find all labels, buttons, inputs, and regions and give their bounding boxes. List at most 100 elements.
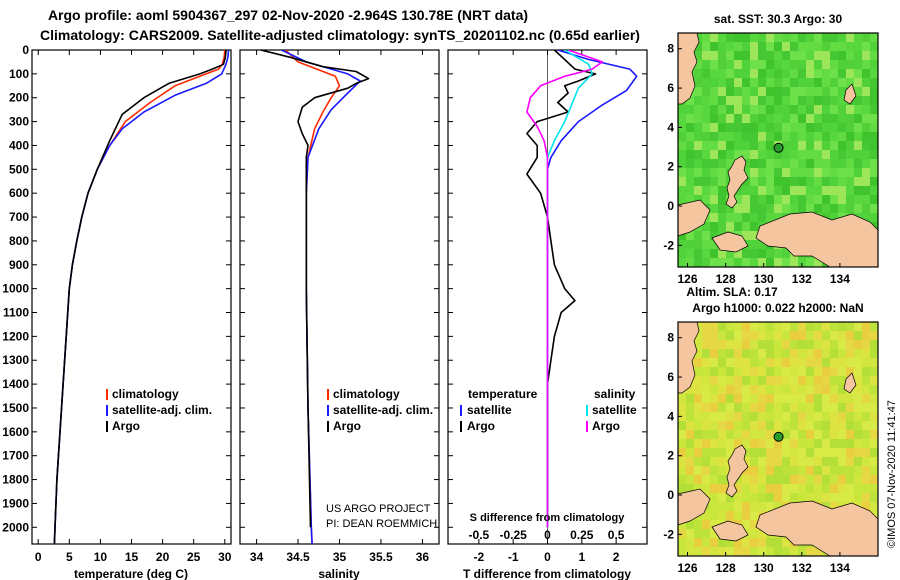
map-cell	[766, 421, 774, 430]
map-cell	[702, 222, 710, 231]
map-cell	[806, 385, 814, 394]
map-cell	[822, 340, 830, 349]
map-cell	[758, 123, 766, 132]
series-line-t-argo	[526, 50, 597, 528]
map-cell	[830, 132, 838, 141]
map-cell	[718, 421, 726, 430]
map-cell	[862, 42, 870, 51]
map-cell	[854, 331, 862, 340]
depth-tick-label: 100	[9, 67, 29, 81]
legend-t-argo-label: Argo	[467, 419, 495, 433]
map-cell	[726, 493, 734, 502]
map-cell	[678, 258, 686, 267]
map-cell	[822, 331, 830, 340]
map-cell	[798, 457, 806, 466]
map-cell	[790, 87, 798, 96]
map-cell	[694, 132, 702, 141]
map-cell	[862, 448, 870, 457]
map-cell	[838, 412, 846, 421]
map-cell	[710, 204, 718, 213]
map-cell	[718, 457, 726, 466]
map-cell	[846, 33, 854, 42]
map-cell	[710, 249, 718, 258]
map-cell	[838, 448, 846, 457]
map-cell	[822, 150, 830, 159]
map-cell	[854, 33, 862, 42]
map-cell	[846, 141, 854, 150]
map-cell	[718, 385, 726, 394]
map-cell	[726, 439, 734, 448]
map-cell	[710, 96, 718, 105]
map-cell	[870, 358, 878, 367]
map-cell	[790, 349, 798, 358]
map-y-tick-label: -2	[663, 527, 674, 541]
sla-map-title-1: Altim. SLA: 0.17	[686, 285, 778, 299]
map-cell	[750, 430, 758, 439]
map-cell	[782, 114, 790, 123]
map-cell	[774, 132, 782, 141]
map-cell	[742, 51, 750, 60]
map-cell	[734, 42, 742, 51]
map-y-tick-label: 4	[667, 409, 674, 423]
map-cell	[862, 421, 870, 430]
x-tick-label: 35	[333, 550, 347, 564]
map-cell	[846, 69, 854, 78]
map-cell	[790, 466, 798, 475]
map-cell	[750, 331, 758, 340]
map-cell	[750, 484, 758, 493]
map-cell	[822, 204, 830, 213]
map-cell	[846, 322, 854, 331]
map-cell	[790, 394, 798, 403]
temperature-x-axis: 0 5 10 15 20 25 30	[35, 50, 232, 564]
map-cell	[694, 475, 702, 484]
map-x-tick-label: 130	[754, 272, 774, 286]
map-cell	[854, 340, 862, 349]
map-cell	[846, 60, 854, 69]
land-mindanao	[677, 32, 700, 105]
map-cell	[766, 213, 774, 222]
map-cell	[790, 69, 798, 78]
map-cell	[702, 403, 710, 412]
map-cell	[838, 331, 846, 340]
map-cell	[782, 159, 790, 168]
map-cell	[742, 204, 750, 213]
map-cell	[718, 249, 726, 258]
map-cell	[678, 547, 686, 556]
map-cell	[686, 168, 694, 177]
argo-float-marker	[773, 431, 784, 442]
map-cell	[854, 78, 862, 87]
map-cell	[718, 502, 726, 511]
map-cell	[742, 96, 750, 105]
map-cell	[742, 358, 750, 367]
map-cell	[870, 87, 878, 96]
map-cell	[846, 168, 854, 177]
map-cell	[798, 412, 806, 421]
map-cell	[782, 448, 790, 457]
map-cell	[822, 51, 830, 60]
map-cell	[710, 529, 718, 538]
map-cell	[838, 114, 846, 123]
map-cell	[806, 132, 814, 141]
map-cell	[694, 141, 702, 150]
map-cell	[814, 457, 822, 466]
map-cell	[854, 349, 862, 358]
map-cell	[814, 493, 822, 502]
credit-line-1: US ARGO PROJECT	[326, 503, 431, 515]
map-cell	[694, 538, 702, 547]
map-cell	[702, 367, 710, 376]
map-cell	[694, 529, 702, 538]
map-cell	[822, 177, 830, 186]
map-cell	[814, 547, 822, 556]
map-cell	[686, 105, 694, 114]
map-cell	[790, 123, 798, 132]
map-cell	[718, 340, 726, 349]
map-cell	[702, 394, 710, 403]
map-cell	[774, 439, 782, 448]
map-cell	[774, 42, 782, 51]
map-cell	[798, 96, 806, 105]
map-cell	[846, 123, 854, 132]
map-cell	[782, 484, 790, 493]
map-cell	[702, 168, 710, 177]
map-cell	[718, 150, 726, 159]
map-cell	[862, 51, 870, 60]
